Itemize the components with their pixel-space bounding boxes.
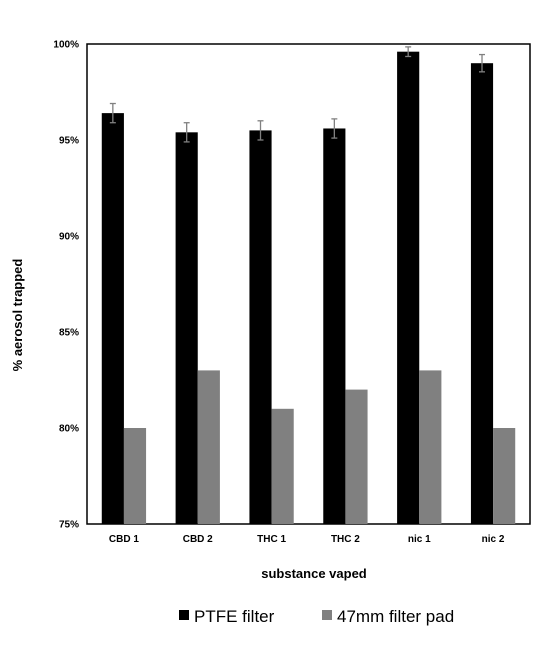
error-bar — [183, 122, 190, 143]
y-tick-label: 100% — [53, 40, 79, 51]
error-bar — [257, 120, 264, 141]
x-tick-label: THC 2 — [331, 534, 360, 545]
x-axis-ticks: CBD 1 CBD 2 THC 1 THC 2 nic 1 nic 2 — [109, 534, 505, 545]
bar-ptfe-filter — [175, 132, 198, 524]
error-bar — [405, 46, 412, 58]
y-tick-label: 80% — [59, 424, 79, 435]
x-tick-label: nic 1 — [408, 534, 431, 545]
y-tick-label: 75% — [59, 520, 79, 531]
error-bar — [109, 102, 116, 124]
x-tick-label: CBD 2 — [183, 534, 213, 545]
error-bar — [331, 118, 338, 139]
y-axis-ticks: 75% 80% 85% 90% 95% 100% — [53, 40, 79, 531]
bar-filter-pad — [345, 389, 368, 524]
bar-filter-pad — [197, 370, 220, 524]
bar-ptfe-filter — [323, 128, 346, 525]
x-tick-label: nic 2 — [482, 534, 505, 545]
y-tick-label: 95% — [59, 136, 79, 147]
legend-label-ptfe-filter: PTFE filter — [194, 607, 275, 626]
legend-swatch-ptfe-filter — [179, 610, 189, 620]
error-bar — [479, 53, 486, 73]
plot-area — [86, 43, 531, 525]
y-tick-label: 85% — [59, 328, 79, 339]
bar-filter-pad — [493, 428, 516, 524]
bar-filter-pad — [271, 408, 294, 524]
x-axis-title: substance vaped — [261, 566, 367, 581]
bar-ptfe-filter — [101, 113, 124, 525]
legend: PTFE filter 47mm filter pad — [179, 607, 454, 626]
error-bars — [109, 46, 486, 143]
y-tick-label: 90% — [59, 232, 79, 243]
bar-ptfe-filter — [470, 63, 494, 524]
y-axis-title: % aerosol trapped — [10, 259, 25, 372]
bar-filter-pad — [419, 370, 442, 524]
bars — [101, 51, 516, 525]
bar-ptfe-filter — [397, 51, 420, 525]
legend-label-47mm-filter-pad: 47mm filter pad — [337, 607, 454, 626]
bar-ptfe-filter — [249, 130, 272, 524]
x-tick-label: THC 1 — [257, 534, 286, 545]
x-tick-label: CBD 1 — [109, 534, 139, 545]
bar-filter-pad — [123, 428, 147, 524]
legend-swatch-47mm-filter-pad — [322, 610, 332, 620]
